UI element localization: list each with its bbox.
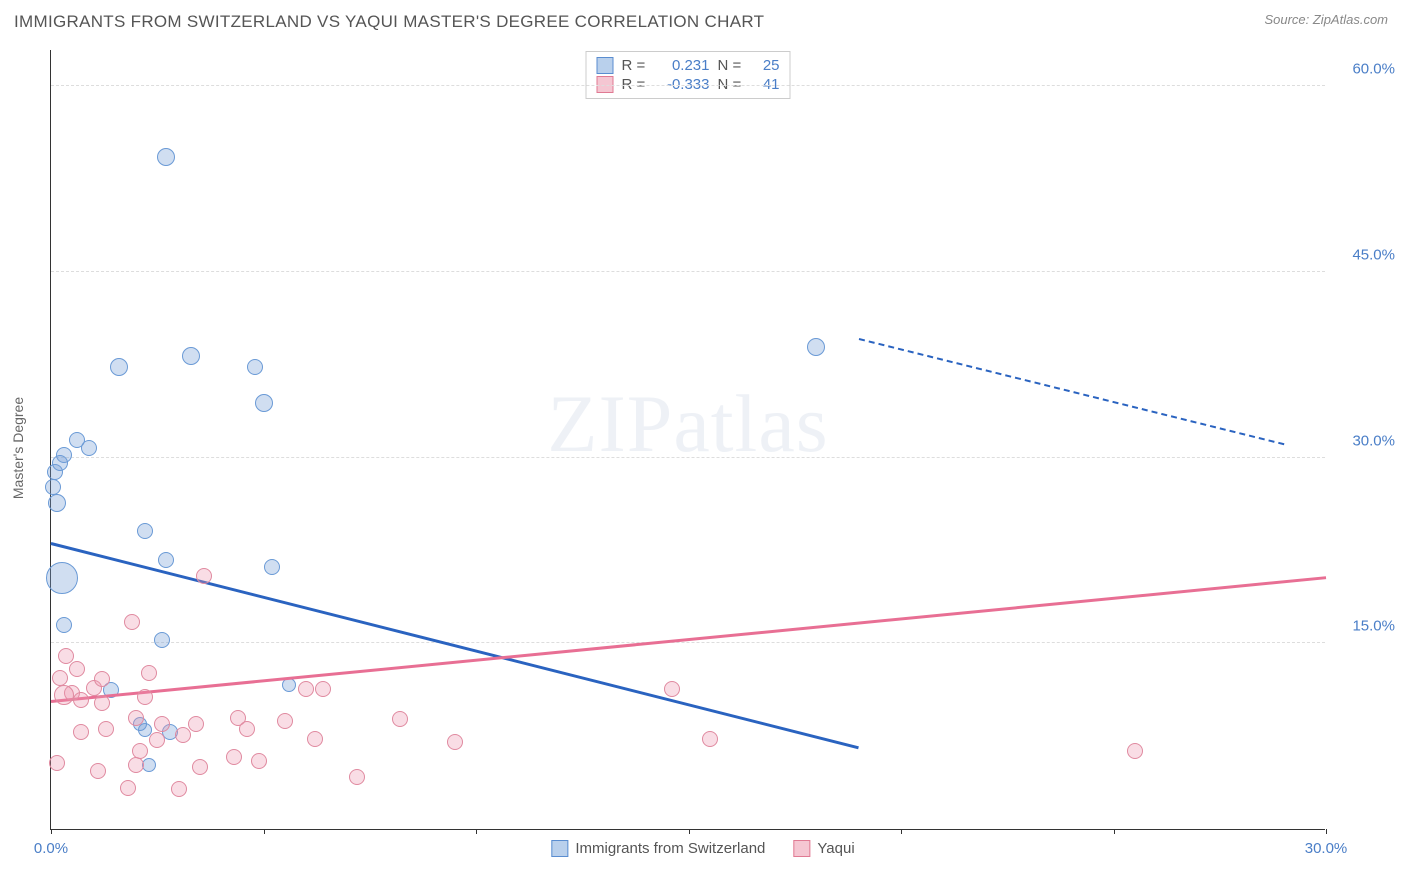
data-point [251, 753, 267, 769]
data-point [137, 689, 153, 705]
trend-line [51, 576, 1326, 702]
legend-label: Immigrants from Switzerland [575, 840, 765, 857]
data-point [45, 479, 61, 495]
stat-r-value: 0.231 [658, 57, 710, 74]
legend-swatch-icon [793, 840, 810, 857]
grid-line [51, 457, 1325, 458]
grid-line [51, 642, 1325, 643]
x-tick [901, 829, 902, 834]
data-point [226, 749, 242, 765]
data-point [702, 731, 718, 747]
data-point [188, 716, 204, 732]
stat-n-label: N = [718, 57, 746, 74]
data-point [94, 695, 110, 711]
data-point [158, 552, 174, 568]
data-point [264, 559, 280, 575]
x-tick [476, 829, 477, 834]
data-point [81, 440, 97, 456]
data-point [73, 724, 89, 740]
legend-swatch-icon [551, 840, 568, 857]
data-point [94, 671, 110, 687]
data-point [175, 727, 191, 743]
data-point [447, 734, 463, 750]
data-point [298, 681, 314, 697]
data-point [157, 148, 175, 166]
data-point [392, 711, 408, 727]
data-point [154, 716, 170, 732]
grid-line [51, 85, 1325, 86]
source-label: Source: ZipAtlas.com [1264, 12, 1388, 32]
data-point [58, 648, 74, 664]
data-point [110, 358, 128, 376]
x-tick-label: 30.0% [1305, 840, 1348, 857]
stat-n-value: 25 [754, 57, 780, 74]
data-point [52, 455, 68, 471]
correlation-chart: ZIPatlas R =0.231N =25R =-0.333N =41 15.… [50, 50, 1325, 830]
chart-title: IMMIGRANTS FROM SWITZERLAND VS YAQUI MAS… [14, 12, 764, 32]
y-tick-label: 60.0% [1335, 61, 1395, 78]
data-point [124, 614, 140, 630]
stat-r-label: R = [622, 57, 650, 74]
stats-box: R =0.231N =25R =-0.333N =41 [586, 51, 791, 99]
data-point [128, 710, 144, 726]
y-tick-label: 15.0% [1335, 618, 1395, 635]
data-point [149, 732, 165, 748]
legend-item: Yaqui [793, 840, 854, 857]
data-point [255, 394, 273, 412]
y-tick-label: 45.0% [1335, 246, 1395, 263]
data-point [192, 759, 208, 775]
data-point [277, 713, 293, 729]
stat-row: R = 0.231 N = 25 [597, 56, 780, 75]
trend-line [51, 542, 859, 749]
data-point [282, 678, 296, 692]
data-point [664, 681, 680, 697]
data-point [171, 781, 187, 797]
data-point [807, 338, 825, 356]
data-point [46, 562, 78, 594]
data-point [141, 665, 157, 681]
data-point [73, 692, 89, 708]
data-point [137, 523, 153, 539]
x-tick [264, 829, 265, 834]
data-point [49, 755, 65, 771]
data-point [239, 721, 255, 737]
legend-label: Yaqui [817, 840, 854, 857]
legend: Immigrants from Switzerland Yaqui [551, 836, 854, 860]
data-point [196, 568, 212, 584]
legend-item: Immigrants from Switzerland [551, 840, 765, 857]
y-axis-label: Master's Degree [10, 397, 26, 499]
data-point [315, 681, 331, 697]
data-point [52, 670, 68, 686]
grid-line [51, 271, 1325, 272]
trend-line-extension [858, 338, 1283, 445]
data-point [132, 743, 148, 759]
x-tick-label: 0.0% [34, 840, 68, 857]
data-point [48, 494, 66, 512]
data-point [69, 661, 85, 677]
data-point [182, 347, 200, 365]
data-point [1127, 743, 1143, 759]
x-tick [51, 829, 52, 834]
data-point [98, 721, 114, 737]
x-tick [689, 829, 690, 834]
data-point [56, 617, 72, 633]
data-point [120, 780, 136, 796]
x-tick [1326, 829, 1327, 834]
y-tick-label: 30.0% [1335, 432, 1395, 449]
x-tick [1114, 829, 1115, 834]
data-point [128, 757, 144, 773]
data-point [247, 359, 263, 375]
data-point [349, 769, 365, 785]
data-point [307, 731, 323, 747]
data-point [90, 763, 106, 779]
data-point [154, 632, 170, 648]
stat-swatch-icon [597, 57, 614, 74]
data-point [54, 685, 74, 705]
